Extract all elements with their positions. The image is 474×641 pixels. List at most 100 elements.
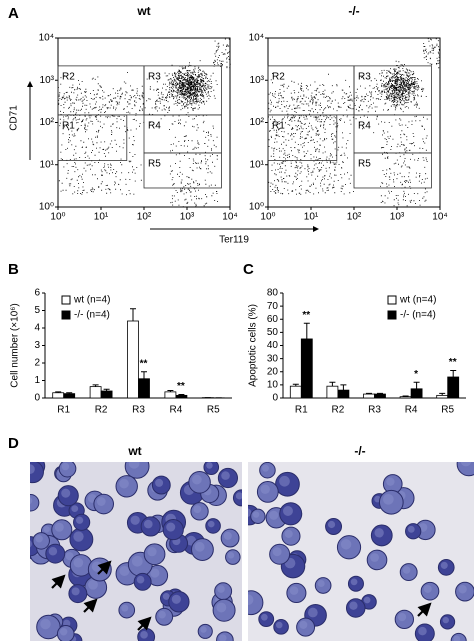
legend-label: -/- (n=4) [74,310,110,321]
x-tick-label: 10⁴ [222,212,237,223]
cell-highlight [88,579,98,590]
cell-highlight [73,557,84,568]
cell-highlight [262,464,269,472]
y-tick-label: 60 [267,314,279,325]
y-tick-label: 70 [267,301,279,312]
cell-highlight [235,492,242,500]
error-bar [55,391,62,393]
cell-highlight [275,621,283,629]
cell-highlight [30,464,35,475]
bar [363,393,375,399]
bar [326,385,339,399]
y-tick-label: 80 [267,288,279,299]
significance: ** [140,358,148,369]
error-bar [178,394,185,396]
panel-label: D [8,435,19,452]
gate-label: R5 [148,159,161,170]
cell-highlight [458,585,467,594]
event-texture [58,38,231,208]
cell-highlight [166,522,176,532]
error-bar [66,392,73,394]
cell-highlight [194,541,205,552]
cell-highlight [317,579,325,588]
cell-highlight [155,478,164,487]
y-tick-label: 10⁴ [249,33,264,44]
cell-highlight [143,519,153,529]
y-tick-label: 0 [34,393,40,404]
cell-highlight [73,531,84,542]
cell-highlight [349,601,358,610]
bar [410,388,423,399]
error-bar [340,384,347,391]
x-tick-label: 10¹ [304,212,319,223]
cell-highlight [75,516,84,524]
gate-label: R1 [272,121,285,132]
cell-highlight [131,555,143,567]
cell-highlight [386,477,395,486]
cell-highlight [30,540,32,548]
y-tick-label: 10⁰ [249,202,264,213]
panel-label: A [8,5,19,22]
y-tick-label: 10¹ [250,159,265,170]
cell-highlight [200,626,207,633]
cell-highlight [71,505,79,513]
image-title: -/- [354,444,365,458]
x-tick-label: R5 [441,405,454,416]
significance: ** [449,357,457,368]
cell-highlight [407,525,415,533]
x-tick-label: R4 [170,405,183,416]
y-tick-label: 10¹ [40,159,55,170]
legend-label: wt (n=4) [73,295,110,306]
bar [374,393,386,399]
y-tick-label: 10² [250,117,265,128]
gate-label: R2 [272,72,285,83]
x-axis-label: Ter119 [219,235,249,246]
y-tick-label: 10⁰ [39,202,54,213]
cell-highlight [284,529,293,538]
error-bar [141,371,147,379]
x-tick-label: R2 [332,405,345,416]
bar [399,396,412,399]
bar [289,385,302,399]
cell-highlight [140,631,148,639]
cell-highlight [350,578,358,586]
cell-highlight [260,484,270,494]
cell-highlight [61,488,71,498]
cell-highlight [282,506,293,516]
bar [138,378,150,399]
cell-highlight [171,594,181,604]
cell-highlight [48,547,58,556]
error-bar [402,395,409,397]
significance: ** [177,381,185,392]
error-bar [292,383,299,387]
cell-highlight [299,620,308,629]
cell-highlight [248,594,254,606]
cell-highlight [252,511,260,518]
bar [89,386,102,399]
cell-highlight [162,592,170,600]
cell-highlight [272,547,282,557]
cell-highlight [207,520,215,528]
error-bar [413,381,420,389]
x-tick-label: 10³ [390,212,405,223]
gate-label: R2 [62,72,75,83]
cell-highlight [327,520,336,529]
significance: * [414,369,418,380]
cell-highlight [223,531,232,540]
gate-label: R3 [148,72,161,83]
plot-title: -/- [348,4,359,18]
cell-highlight [43,526,50,533]
y-tick-label: 10² [40,117,55,128]
arrows [51,560,432,631]
legend-label: -/- (n=4) [400,310,436,321]
x-tick-label: R3 [132,405,145,416]
x-tick-label: R4 [405,405,418,416]
cell [456,462,474,477]
cell-highlight [340,539,352,550]
bar [337,389,350,399]
x-tick-label: 10² [137,212,152,223]
bar [127,320,139,399]
cell-highlight [269,510,279,520]
bar [300,338,313,399]
error-bar [366,392,372,395]
